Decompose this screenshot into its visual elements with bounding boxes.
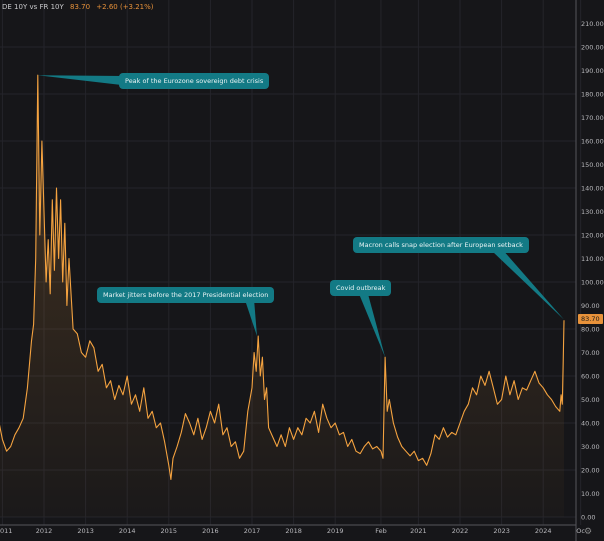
symbol-title[interactable]: DE 10Y vs FR 10Y — [2, 3, 64, 11]
last-value-label: 83.70 — [578, 314, 603, 324]
y-tick-label: 70.00 — [581, 349, 600, 357]
x-tick-label: 2019 — [327, 527, 344, 535]
y-tick-label: 100.00 — [581, 279, 604, 287]
y-tick-label: 170.00 — [581, 114, 604, 122]
x-tick-label: 2015 — [161, 527, 178, 535]
callout-pointers — [37, 75, 564, 358]
y-tick-label: 120.00 — [581, 232, 604, 240]
y-tick-label: 20.00 — [581, 467, 600, 475]
y-tick-label: 40.00 — [581, 420, 600, 428]
callout-pointer — [37, 75, 131, 86]
callout-2017-election[interactable]: Market jitters before the 2017 President… — [97, 287, 275, 303]
callout-covid[interactable]: Covid outbreak — [330, 280, 392, 296]
x-tick-label: 2021 — [410, 527, 427, 535]
y-tick-label: 160.00 — [581, 138, 604, 146]
x-tick-label: 2013 — [77, 527, 94, 535]
x-tick-label: 2016 — [202, 527, 219, 535]
x-tick-label: 2017 — [244, 527, 261, 535]
x-axis-ticks[interactable]: 011 2012 2013 2014 2015 2016 2017 2018 2019 Feb 20… — [0, 527, 585, 535]
y-tick-label: 80.00 — [581, 326, 600, 334]
gear-icon[interactable]: ⚙ — [584, 527, 593, 537]
callout-pointer — [492, 249, 564, 320]
x-tick-label: 011 — [0, 527, 12, 535]
callout-pointer — [357, 289, 386, 358]
callout-pointer — [243, 294, 257, 337]
y-tick-label: 10.00 — [581, 490, 600, 498]
last-price: 83.70 — [70, 3, 91, 11]
callout-eurozone-peak[interactable]: Peak of the Eurozone sovereign debt cris… — [119, 73, 270, 89]
x-tick-label: 2023 — [493, 527, 510, 535]
y-tick-label: 30.00 — [581, 443, 600, 451]
y-tick-label: 140.00 — [581, 185, 604, 193]
y-tick-label: 130.00 — [581, 208, 604, 216]
x-tick-label: 2018 — [285, 527, 302, 535]
x-tick-label: 2014 — [119, 527, 136, 535]
x-tick-label: 2024 — [535, 527, 552, 535]
price-change: +2.60 (+3.21%) — [96, 3, 154, 11]
x-tick-label: Feb — [375, 527, 387, 535]
y-tick-label: 200.00 — [581, 44, 604, 52]
y-tick-label: 0.00 — [581, 514, 595, 522]
series-line — [0, 74, 565, 480]
y-tick-label: 210.00 — [581, 20, 604, 28]
chart-header: DE 10Y vs FR 10Y 83.70 +2.60 (+3.21%) — [2, 3, 154, 11]
x-tick-label: Oc — [576, 527, 585, 535]
y-tick-label: 50.00 — [581, 396, 600, 404]
y-axis-ticks[interactable]: 0.00 10.00 20.00 30.00 40.00 50.00 60.00 70.00 8… — [581, 20, 604, 522]
x-tick-label: 2022 — [452, 527, 469, 535]
x-tick-label: 2012 — [36, 527, 53, 535]
y-tick-label: 190.00 — [581, 67, 604, 75]
callout-macron-snap-election[interactable]: Macron calls snap election after Europea… — [353, 237, 529, 253]
y-tick-label: 110.00 — [581, 255, 604, 263]
y-tick-label: 90.00 — [581, 302, 600, 310]
y-tick-label: 150.00 — [581, 161, 604, 169]
y-tick-label: 60.00 — [581, 373, 600, 381]
y-tick-label: 180.00 — [581, 91, 604, 99]
